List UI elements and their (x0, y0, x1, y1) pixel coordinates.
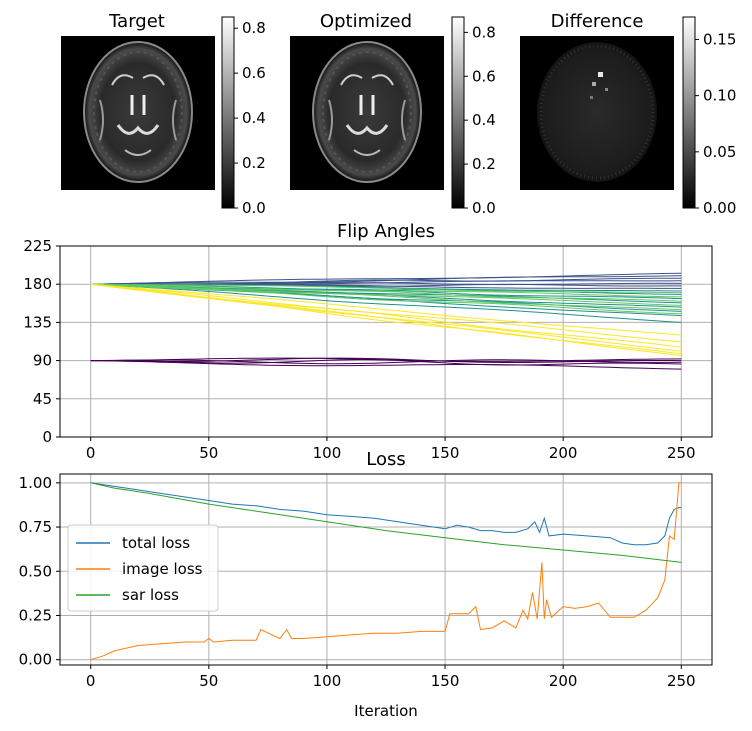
y-tick-label: 0 (42, 428, 52, 446)
y-tick-label: 0.75 (19, 518, 52, 536)
colorbar-tick-label: 0.00 (703, 199, 736, 217)
flip-angle-line (90, 283, 682, 336)
panel-optimized: Optimized 0.0 0.2 0.4 0.6 0.8 (290, 11, 496, 217)
colorbar-tick-label: 0.6 (472, 67, 496, 85)
x-tick-label: 250 (667, 444, 696, 462)
x-tick-label: 200 (549, 672, 578, 690)
colorbar-tick-label: 0.05 (703, 143, 736, 161)
y-tick-label: 135 (23, 313, 52, 331)
loss-title: Loss (366, 449, 405, 470)
x-tick-label: 100 (313, 672, 342, 690)
panel-target: Target 0.0 0.2 0.4 0.6 0.8 (61, 11, 266, 217)
flip-angles-title: Flip Angles (337, 221, 435, 242)
loss-series-image-loss (90, 482, 682, 661)
loss-lines (90, 482, 682, 661)
x-tick-label: 150 (431, 672, 460, 690)
panel-title-difference: Difference (551, 11, 644, 32)
x-tick-label: 0 (86, 672, 96, 690)
colorbar-tick-label: 0.8 (472, 23, 496, 41)
colorbar-tick-label: 0.0 (242, 199, 266, 217)
x-tick-label: 200 (549, 444, 578, 462)
flip-angle-line (90, 359, 682, 366)
loss-xlabel: Iteration (354, 702, 418, 720)
x-tick-label: 50 (199, 444, 218, 462)
colorbar-target-ticks: 0.0 0.2 0.4 0.6 0.8 (234, 19, 266, 217)
target-brain (83, 41, 193, 183)
y-tick-label: 90 (33, 352, 52, 370)
flip-angle-line (90, 283, 682, 315)
legend: total loss image loss sar loss (67, 524, 219, 612)
colorbar-tick-label: 0.6 (242, 64, 266, 82)
x-tick-label: 150 (431, 444, 460, 462)
colorbar-tick-label: 0.10 (703, 87, 736, 105)
panel-difference: Difference 0.00 0.05 0.10 0.15 (520, 11, 736, 217)
y-tick-label: 1.00 (19, 474, 52, 492)
x-tick-label: 50 (199, 672, 218, 690)
y-tick-label: 45 (33, 390, 52, 408)
loss-series-sar-loss (90, 482, 682, 563)
x-tick-label: 0 (86, 444, 96, 462)
y-tick-label: 225 (23, 237, 52, 255)
flip-angle-line (90, 272, 682, 285)
colorbar-tick-label: 0.4 (472, 111, 496, 129)
flip-angles-ticks: 0 50 100 150 200 250 0 45 90 135 180 225 (23, 237, 695, 462)
x-tick-label: 250 (667, 672, 696, 690)
colorbar-target: 0.0 0.2 0.4 0.6 0.8 (221, 16, 266, 217)
flip-angle-line (90, 283, 682, 356)
colorbar-tick-label: 0.4 (242, 109, 266, 127)
flip-angle-line (90, 357, 682, 363)
legend-label-total-loss: total loss (122, 534, 190, 552)
difference-noise (537, 42, 657, 182)
flip-angle-line (90, 283, 682, 302)
flip-angle-line (90, 360, 682, 370)
colorbar-optimized: 0.0 0.2 0.4 0.6 0.8 (451, 16, 496, 217)
flip-angles-plot: Flip Angles 0 50 100 150 200 250 0 45 90 135 180 22… (23, 221, 713, 462)
colorbar-tick-label: 0.2 (472, 155, 496, 173)
legend-label-sar-loss: sar loss (122, 586, 179, 604)
optimized-brain (312, 41, 422, 183)
y-tick-label: 0.00 (19, 651, 52, 669)
legend-box (67, 524, 219, 612)
y-tick-label: 0.50 (19, 562, 52, 580)
panel-title-optimized: Optimized (320, 11, 412, 32)
loss-frame (59, 473, 713, 666)
flip-angle-line (90, 283, 682, 323)
panel-title-target: Target (108, 11, 165, 32)
colorbar-tick-label: 0.0 (472, 199, 496, 217)
colorbar-tick-label: 0.8 (242, 19, 266, 37)
x-tick-label: 100 (313, 444, 342, 462)
flip-angle-line (90, 283, 682, 343)
loss-ticks: 0 50 100 150 200 250 0.00 0.25 0.50 0.75 1.00 (19, 474, 696, 690)
flip-angles-frame (59, 245, 713, 438)
flip-angles-lines (90, 272, 682, 370)
legend-label-image-loss: image loss (122, 560, 203, 578)
colorbar-difference: 0.00 0.05 0.10 0.15 (682, 16, 736, 217)
loss-plot: Loss 0 50 100 150 200 250 0.00 0.25 0.50 0.75 1.00… (19, 449, 713, 720)
colorbar-difference-ticks: 0.00 0.05 0.10 0.15 (695, 30, 736, 217)
flip-angle-line (90, 283, 682, 355)
flip-angle-line (90, 283, 682, 294)
y-tick-label: 0.25 (19, 606, 52, 624)
colorbar-tick-label: 0.15 (703, 30, 736, 48)
colorbar-optimized-ticks: 0.0 0.2 0.4 0.6 0.8 (464, 23, 496, 217)
colorbar-tick-label: 0.2 (242, 154, 266, 172)
y-tick-label: 180 (23, 275, 52, 293)
loss-series-total-loss (90, 482, 682, 546)
